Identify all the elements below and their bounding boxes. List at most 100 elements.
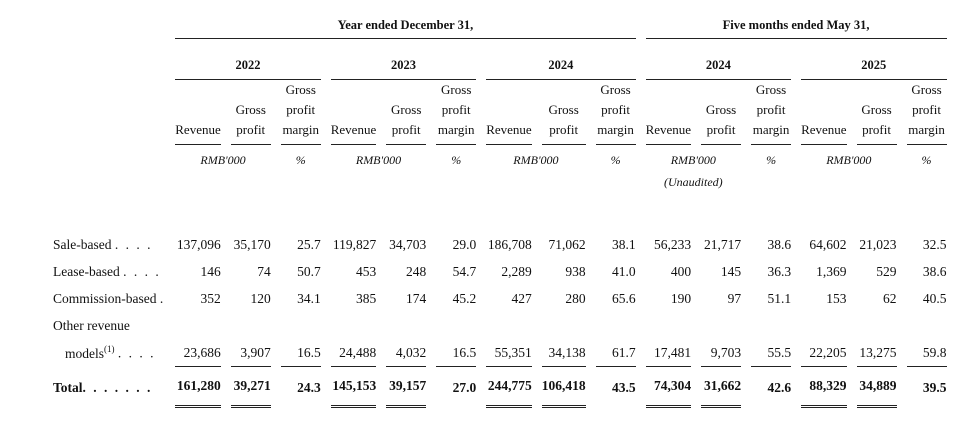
col-header-gross-profit: Gross profit: [386, 80, 427, 145]
table-row: Lease-based . . . . 146 74 50.7 453 248 54.7 2,…: [53, 258, 947, 285]
cell-value: 186,708: [487, 236, 532, 252]
cell-value: 74: [257, 263, 271, 279]
cell-value: 21,023: [859, 236, 897, 252]
col-header-revenue: Revenue: [645, 80, 692, 145]
table-row-total: Total. . . . . . . 161,280 39,271 24.3 145,1…: [53, 367, 947, 408]
total-value: 39,157: [386, 367, 427, 408]
cell-value: 3,907: [230, 339, 271, 367]
cell-value: 34.1: [297, 290, 321, 306]
row-label: Commission-based .: [53, 290, 166, 306]
cell-value: 51.1: [767, 290, 792, 306]
cell-value: 38.6: [767, 236, 792, 252]
col-header-revenue: Revenue: [486, 80, 532, 145]
cell-value: 146: [200, 263, 221, 279]
cell-value: 64,602: [809, 236, 847, 252]
cell-value: 190: [670, 290, 692, 306]
col-header-gross-profit-margin: Gross profit margin: [436, 80, 477, 145]
cell-value: 97: [727, 290, 742, 306]
total-value: 39.5: [922, 379, 947, 395]
cell-value: 352: [200, 290, 221, 306]
cell-value: 21,717: [703, 236, 742, 252]
cell-value: 385: [355, 290, 377, 306]
row-label: Sale-based . . . .: [53, 236, 153, 252]
row-label: models(1) . . . .: [65, 344, 156, 361]
total-value: 31,662: [701, 367, 742, 408]
unaudited-note: (Unaudited): [663, 175, 723, 189]
cell-value: 55.5: [751, 339, 792, 367]
total-value: 39,271: [230, 367, 271, 408]
cell-value: 62: [883, 290, 897, 306]
unit-percent: %: [451, 152, 462, 167]
cell-value: 41.0: [611, 263, 636, 279]
unit-percent: %: [295, 152, 306, 167]
cell-value: 36.3: [767, 263, 792, 279]
cell-value: 38.1: [611, 236, 636, 252]
cell-value: 9,703: [701, 339, 742, 367]
cell-value: 59.8: [906, 339, 947, 367]
col-header-gross-profit-margin: Gross profit margin: [906, 80, 947, 145]
year-header: 2025: [801, 39, 947, 80]
cell-value: 23,686: [175, 339, 221, 367]
cell-value: 120: [250, 290, 271, 306]
year-header: 2024: [645, 39, 792, 80]
cell-value: 54.7: [452, 263, 477, 279]
cell-value: 17,481: [645, 339, 692, 367]
cell-value: 529: [876, 263, 897, 279]
cell-value: 50.7: [297, 263, 321, 279]
row-label: Lease-based . . . .: [53, 263, 161, 279]
col-header-gross-profit-margin: Gross profit margin: [280, 80, 321, 145]
col-header-gross-profit: Gross profit: [230, 80, 271, 145]
period-header-five-months: Five months ended May 31,: [645, 12, 947, 39]
revenue-gross-profit-table: Year ended December 31, Five months ende…: [43, 12, 957, 408]
cell-value: 938: [565, 263, 586, 279]
table-row-label: Other revenue: [53, 312, 947, 339]
cell-value: 71,062: [548, 236, 586, 252]
col-header-gross-profit: Gross profit: [856, 80, 897, 145]
total-value: 161,280: [175, 367, 221, 408]
total-value: 88,329: [801, 367, 847, 408]
cell-value: 1,369: [816, 263, 847, 279]
cell-value: 24,488: [330, 339, 377, 367]
total-value: 244,775: [486, 367, 532, 408]
cell-value: 427: [511, 290, 532, 306]
cell-value: 55,351: [486, 339, 532, 367]
col-header-revenue: Revenue: [330, 80, 377, 145]
cell-value: 145: [720, 263, 742, 279]
cell-value: 153: [826, 290, 847, 306]
col-header-revenue: Revenue: [175, 80, 221, 145]
year-header: 2022: [175, 39, 321, 80]
total-value: 34,889: [856, 367, 897, 408]
unit-percent: %: [610, 152, 621, 167]
cell-value: 45.2: [452, 290, 477, 306]
table-row: models(1) . . . . 23,686 3,907 16.5 24,488 4,…: [53, 339, 947, 367]
total-value: 42.6: [767, 379, 792, 395]
unit-rmb: RMB'000: [200, 152, 246, 167]
cell-value: 34,138: [541, 339, 586, 367]
unit-rmb: RMB'000: [355, 152, 402, 167]
total-value: 27.0: [452, 379, 477, 395]
unit-rmb: RMB'000: [826, 152, 872, 167]
cell-value: 22,205: [801, 339, 847, 367]
year-header: 2024: [486, 39, 636, 80]
cell-value: 32.5: [922, 236, 947, 252]
table-row: Commission-based . 352 120 34.1 385 174 45.2 42…: [53, 285, 947, 312]
total-value: 106,418: [541, 367, 586, 408]
row-label-total: Total. . . . . . .: [53, 379, 153, 395]
cell-value: 38.6: [922, 263, 947, 279]
row-label: Other revenue: [53, 317, 130, 333]
cell-value: 119,827: [332, 236, 377, 252]
cell-value: 25.7: [297, 236, 321, 252]
cell-value: 4,032: [386, 339, 427, 367]
col-header-gross-profit-margin: Gross profit margin: [595, 80, 636, 145]
cell-value: 29.0: [452, 236, 477, 252]
cell-value: 174: [405, 290, 427, 306]
unit-rmb: RMB'000: [670, 152, 716, 167]
table-row: Sale-based . . . . 137,096 35,170 25.7 119,8…: [53, 231, 947, 258]
unit-rmb: RMB'000: [513, 152, 559, 167]
cell-value: 65.6: [611, 290, 636, 306]
cell-value: 35,170: [233, 236, 271, 252]
cell-value: 40.5: [922, 290, 947, 306]
col-header-gross-profit: Gross profit: [541, 80, 586, 145]
unit-percent: %: [766, 152, 777, 167]
cell-value: 16.5: [280, 339, 321, 367]
